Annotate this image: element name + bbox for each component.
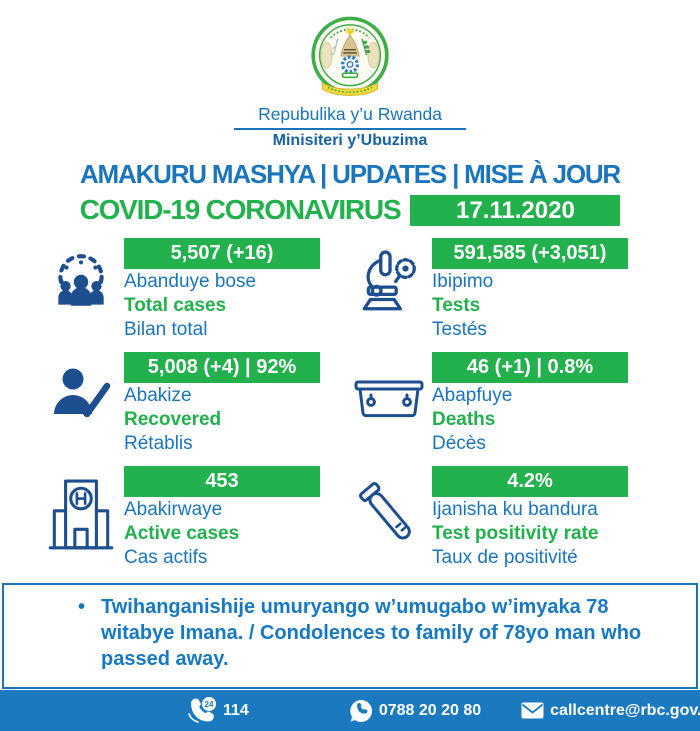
email-group: callcentre@rbc.gov.rw (521, 702, 700, 720)
people-virus-icon (58, 254, 104, 306)
stats-section: 5,507 (+16) Abanduye bose Total cases Bi… (0, 238, 700, 569)
stat-value-badge: 591,585 (+3,051) (432, 238, 628, 269)
stat-label-rw: Abanduye bose (124, 271, 257, 292)
stat-label-rw: Ijanisha ku bandura (432, 499, 598, 520)
stat-label-en: Active cases (124, 523, 240, 544)
disease-title: COVID-19 CORONAVIRUS (79, 194, 402, 225)
country-name: Repubulika y’u Rwanda (258, 104, 442, 124)
note-text: Twihanganishije umuryango w’umugabo w’im… (101, 596, 642, 670)
person-check-icon (54, 368, 111, 418)
email-address: callcentre@rbc.gov.rw (550, 701, 700, 719)
hotline-group: 24 114 (185, 696, 249, 726)
phone-24-icon: 24 (188, 696, 216, 723)
stat-label-rw: Ibipimo (432, 271, 494, 292)
stat-label-fr: Décès (432, 433, 486, 454)
stat-value-badge: 453 (124, 466, 320, 497)
disease-title-row: COVID-19 CORONAVIRUS 17.11.2020 (0, 194, 700, 226)
update-title: AMAKURU MASHYA | UPDATES | MISE À JOUR (79, 159, 621, 189)
phone-badge-label: 24 (205, 699, 214, 708)
stat-value-badge: 4.2% (432, 466, 628, 497)
rwanda-coat-of-arms (311, 16, 389, 96)
stat-tests: 591,585 (+3,051) Ibipimo Tests Testés (352, 238, 682, 341)
test-tube-icon (359, 482, 411, 540)
stat-label-en: Total cases (124, 295, 227, 316)
stat-active-cases: 453 Abakirwaye Active cases Cas actifs (44, 466, 350, 569)
note-bullet: • (78, 596, 86, 618)
date-badge: 17.11.2020 (410, 194, 621, 226)
stat-value-badge: 46 (+1) | 0.8% (432, 352, 628, 383)
ministry-divider: Minisiteri y’Ubuzima (234, 128, 466, 150)
stat-label-fr: Bilan total (124, 319, 208, 340)
stat-test-positivity: 4.2% Ijanisha ku bandura Test positivity… (352, 466, 682, 569)
contact-footer: 24 114 0788 20 20 80 callcentre@rbc.gov.… (0, 690, 700, 731)
stat-value-badge: 5,008 (+4) | 92% (124, 352, 320, 383)
phone-number: 0788 20 20 80 (378, 701, 482, 719)
envelope-icon (521, 702, 544, 719)
hotline-number: 114 (223, 701, 249, 719)
stat-label-rw: Abakirwaye (124, 499, 223, 520)
header: Repubulika y’u Rwanda Minisiteri y’Ubuzi… (0, 0, 700, 226)
condolence-note-box: • Twihanganishije umuryango w’umugabo w’… (2, 583, 698, 689)
stats-grid: 5,507 (+16) Abanduye bose Total cases Bi… (0, 238, 700, 569)
stat-recovered: 5,008 (+4) | 92% Abakize Recovered Rétab… (44, 352, 350, 455)
microscope-icon (362, 250, 416, 311)
stat-label-rw: Abapfuye (432, 385, 513, 406)
stat-deaths: 46 (+1) | 0.8% Abapfuye Deaths Décès (352, 352, 682, 455)
ministry-name: Minisiteri y’Ubuzima (272, 132, 428, 149)
stat-label-rw: Abakize (124, 385, 192, 406)
stat-total-cases: 5,507 (+16) Abanduye bose Total cases Bi… (44, 238, 350, 341)
stat-label-en: Deaths (432, 409, 496, 430)
whatsapp-group: 0788 20 20 80 (349, 699, 481, 723)
coffin-icon (354, 380, 424, 418)
whatsapp-icon (350, 699, 372, 722)
stat-label-fr: Testés (432, 319, 487, 340)
stat-label-en: Tests (432, 295, 481, 316)
stat-label-fr: Rétablis (124, 433, 193, 454)
stat-label-fr: Taux de positivité (432, 547, 578, 568)
stat-label-en: Recovered (124, 409, 222, 430)
stat-label-en: Test positivity rate (432, 523, 599, 544)
stat-label-fr: Cas actifs (124, 547, 208, 568)
stat-value-badge: 5,507 (+16) (124, 238, 320, 269)
hospital-icon (48, 479, 114, 550)
